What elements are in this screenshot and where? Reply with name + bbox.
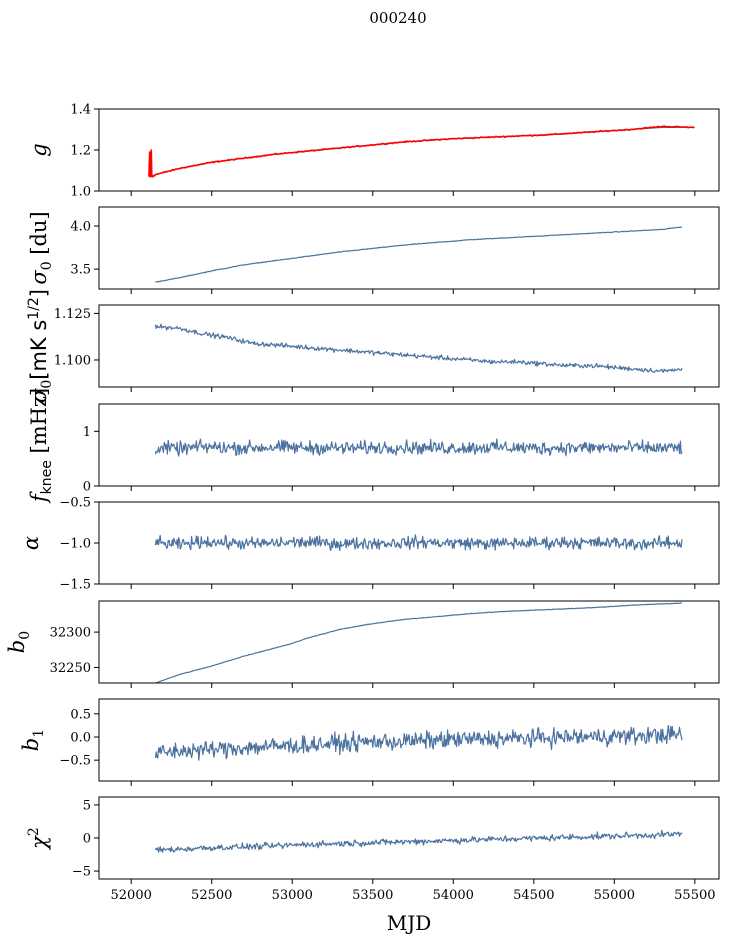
y-tick-label: 4.0 (70, 219, 91, 234)
y-tick-label: −0.5 (59, 754, 91, 769)
series-group (154, 725, 683, 761)
panel-7: −0.5 0.0 0.5 b1 (19, 698, 720, 786)
panel-1: 1.0 1.2 1.4 g (27, 103, 720, 200)
series-line-2 (148, 125, 695, 178)
y-axis-label: α (19, 536, 43, 550)
x-axis-label: MJD (387, 911, 432, 935)
y-tick-label: 1.100 (54, 353, 91, 368)
axes-frame (98, 403, 720, 487)
series-line-1 (155, 602, 683, 683)
y-tick-label: −1.5 (59, 578, 91, 593)
x-tick-label: 54500 (513, 888, 554, 903)
y-tick-label: 1.2 (70, 144, 91, 159)
y-tick-label: 32250 (50, 661, 91, 676)
series-line-1 (148, 126, 695, 178)
axes-frame (98, 304, 720, 388)
panel-6: 32250 32300 b0 (5, 600, 720, 688)
y-tick-label: 0 (83, 480, 91, 495)
y-tick-label: 1.0 (70, 185, 91, 200)
axes-frame (98, 698, 720, 782)
y-tick-label: 3.5 (70, 263, 91, 278)
y-tick-label: 0.5 (70, 707, 91, 722)
y-axis-label: fknee [mHz] (27, 388, 55, 504)
y-tick-label: 1.125 (54, 307, 91, 322)
x-tick-label: 52000 (111, 888, 152, 903)
y-tick-label: 0.0 (70, 730, 91, 745)
y-tick-label: 0 (83, 832, 91, 847)
series-group (155, 226, 682, 283)
series-group (148, 125, 695, 178)
series-line-1 (154, 323, 683, 373)
x-tick-label: 55500 (674, 888, 715, 903)
series-group (154, 323, 683, 373)
y-axis-label: σ0[mK s1/2] (26, 289, 55, 403)
y-axis-label: b1 (19, 729, 47, 751)
y-tick-label: −0.5 (59, 496, 91, 511)
x-tick-label: 54000 (433, 888, 474, 903)
y-axis-label: σ0 [du] (27, 211, 55, 284)
x-tick-label: 53500 (352, 888, 393, 903)
y-axis-label: b0 (5, 631, 33, 653)
axes-frame (98, 796, 720, 880)
y-tick-label: 32300 (50, 626, 91, 641)
y-tick-label: −5 (72, 865, 91, 880)
y-tick-label: 5 (83, 798, 91, 813)
series-line-1 (154, 725, 683, 761)
series-line-1 (154, 438, 683, 457)
y-tick-label: −1.0 (59, 537, 91, 552)
series-group (154, 534, 683, 551)
panel-8: −5 0 5 52000 52500 53000 53500 54000 54500 55000 5… (26, 796, 720, 903)
series-line-1 (154, 829, 683, 853)
series-line-1 (154, 534, 683, 551)
y-tick-label: 1 (83, 425, 91, 440)
x-tick-label: 53000 (272, 888, 313, 903)
series-group (154, 829, 683, 853)
panel-2: 3.5 4.0 σ0 [du] (27, 206, 720, 294)
axes-frame (98, 206, 720, 290)
y-axis-label: χ2 (26, 827, 51, 851)
panel-4: 0 1 fknee [mHz] (27, 388, 720, 504)
series-group (154, 438, 683, 457)
series-group (155, 602, 683, 683)
y-axis-label: g (27, 143, 51, 156)
figure-title: 000240 (369, 9, 426, 27)
y-tick-label: 1.4 (70, 103, 91, 118)
x-tick-label: 52500 (191, 888, 232, 903)
panel-5: −1.5 −1.0 −0.5 α (19, 496, 720, 593)
series-line-1 (155, 226, 682, 283)
axes-frame (98, 600, 720, 684)
x-tick-label: 55000 (594, 888, 635, 903)
axes-frame (98, 108, 720, 192)
